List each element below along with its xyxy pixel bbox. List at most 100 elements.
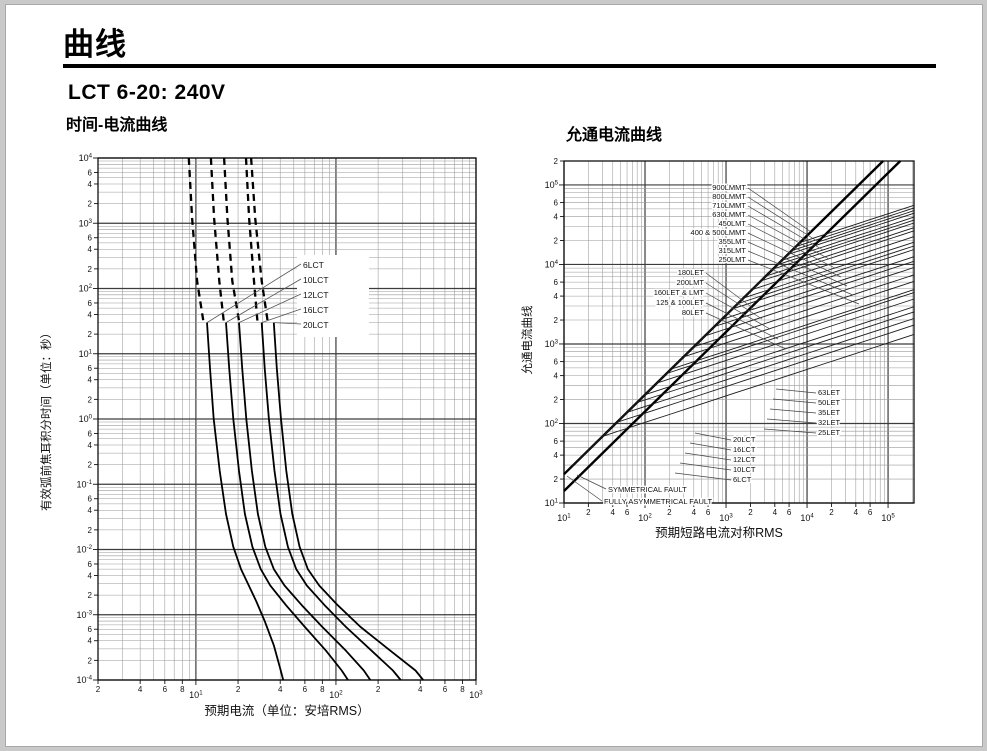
y-tick-label: 6: [88, 168, 93, 177]
curve-label-160LETLMT: 160LET & LMT: [654, 288, 705, 297]
x-tick-label: 104: [800, 513, 814, 523]
y-tick-label: 10-2: [77, 544, 93, 554]
y-tick-label: 102: [545, 418, 559, 428]
y-tick-label: 2: [88, 461, 93, 470]
curve-label-355LMT: 355LMT: [718, 237, 746, 246]
let-through-curve-12LCT: [595, 318, 915, 443]
y-tick-label: 10-3: [77, 609, 93, 619]
y-tick-label: 101: [545, 498, 559, 508]
curve-label-12LCT: 12LCT: [303, 290, 329, 300]
title-rule: [63, 64, 936, 68]
y-tick-label: 4: [88, 376, 93, 385]
curve-label-10LCT: 10LCT: [303, 275, 329, 285]
label-backdrop: [297, 255, 369, 337]
y-tick-label: 100: [79, 414, 93, 424]
let-through-curve-355LMT: [734, 227, 915, 307]
x-tick-label: 101: [189, 690, 203, 700]
curve-label-6LCT: 6LCT: [733, 475, 752, 484]
curve-label-315LMT: 315LMT: [718, 246, 746, 255]
y-tick-label: 2: [554, 237, 559, 246]
curve-label-6LCT: 6LCT: [303, 260, 324, 270]
y-tick-label: 2: [88, 200, 93, 209]
y-tick-label: 4: [554, 213, 559, 222]
y-tick-label: 2: [88, 656, 93, 665]
leader-line: [766, 418, 817, 424]
x-tick-label: 4: [418, 685, 423, 694]
leader-line: [772, 398, 817, 404]
let-through-curve-900LMMT: [768, 204, 915, 274]
x-tick-label: 103: [469, 690, 483, 700]
x-tick-label: 105: [881, 513, 895, 523]
y-tick-label: 101: [79, 348, 93, 358]
leader-line: [747, 214, 830, 260]
y-axis-title: 有效弧前焦耳积分时间（单位：秒）: [39, 327, 53, 511]
x-tick-label: 8: [460, 685, 465, 694]
curve-dashed-16LCT: [244, 157, 259, 321]
leader-line: [705, 272, 755, 310]
curve-label-250LMT: 250LMT: [718, 255, 746, 264]
x-tick-label: 4: [611, 508, 616, 517]
let-through-curve-100LET: [683, 260, 915, 358]
y-tick-label: 6: [88, 234, 93, 243]
leader-line: [763, 428, 817, 434]
curve-label-450LMT: 450LMT: [718, 219, 746, 228]
y-tick-label: 6: [88, 495, 93, 504]
plot-border: [563, 160, 915, 504]
let-through-curve-630LMMT: [756, 212, 915, 286]
y-tick-label: 6: [554, 199, 559, 208]
x-tick-label: 2: [586, 508, 591, 517]
document-page: 曲线 LCT 6-20: 240V 时间-电流曲线 允通电流曲线 2 4 6 8 101…: [5, 4, 983, 747]
leader-line: [705, 292, 771, 330]
x-tick-label: 2: [667, 508, 672, 517]
let-through-curve-10LCT: [585, 324, 915, 453]
x-tick-label: 2: [236, 685, 241, 694]
y-tick-label: 104: [545, 259, 559, 269]
leader-line: [566, 475, 603, 502]
y-tick-label: 6: [88, 299, 93, 308]
curve-label-16LCT: 16LCT: [733, 445, 756, 454]
x-tick-label: 4: [138, 685, 143, 694]
y-tick-label: 4: [554, 451, 559, 460]
y-tick-label: 10-1: [77, 479, 93, 489]
let-through-curve-200LMT: [712, 241, 915, 329]
curve-solid-6LCT: [206, 322, 285, 681]
let-through-curve-25LET: [625, 298, 915, 414]
y-tick-label: 4: [554, 292, 559, 301]
curve-label-900LMMT: 900LMMT: [712, 183, 746, 192]
x-tick-label: 6: [443, 685, 448, 694]
leader-line: [705, 282, 763, 320]
y-tick-label: 2: [554, 475, 559, 484]
y-tick-label: 6: [554, 358, 559, 367]
let-through-curve-400LMMT: [741, 222, 915, 300]
leader-line: [684, 452, 732, 461]
y-tick-label: 6: [88, 429, 93, 438]
y-tick-label: 4: [88, 245, 93, 254]
y-tick-label: 6: [554, 437, 559, 446]
let-through-curve-125LET: [690, 256, 915, 351]
curve-label-10LCT: 10LCT: [733, 465, 756, 474]
leader-line: [694, 432, 732, 441]
x-tick-label: 2: [829, 508, 834, 517]
x-axis-title: 预期短路电流对称RMS: [655, 525, 783, 540]
curve-label-35LET: 35LET: [818, 408, 841, 417]
leader-line: [747, 232, 842, 278]
y-tick-label: 105: [545, 180, 559, 190]
y-tick-label: 6: [88, 625, 93, 634]
curve-solid-12LCT: [238, 322, 372, 681]
y-tick-label: 4: [88, 310, 93, 319]
x-tick-label: 6: [625, 508, 630, 517]
curve-label-400500LMMT: 400 & 500LMMT: [691, 228, 747, 237]
leader-line: [747, 205, 824, 251]
leader-10LCT: [225, 278, 302, 323]
let-through-curve-180LET: [706, 245, 915, 335]
x-tick-label: 4: [854, 508, 859, 517]
let-through-curve-16LCT: [606, 311, 915, 434]
y-tick-label: 4: [88, 506, 93, 515]
y-tick-label: 2: [88, 395, 93, 404]
x-tick-label: 102: [329, 690, 343, 700]
let-through-curve-315LMT: [729, 230, 915, 312]
curve-label-200LMT: 200LMT: [676, 278, 704, 287]
curve-label-80LET: 80LET: [682, 308, 705, 317]
